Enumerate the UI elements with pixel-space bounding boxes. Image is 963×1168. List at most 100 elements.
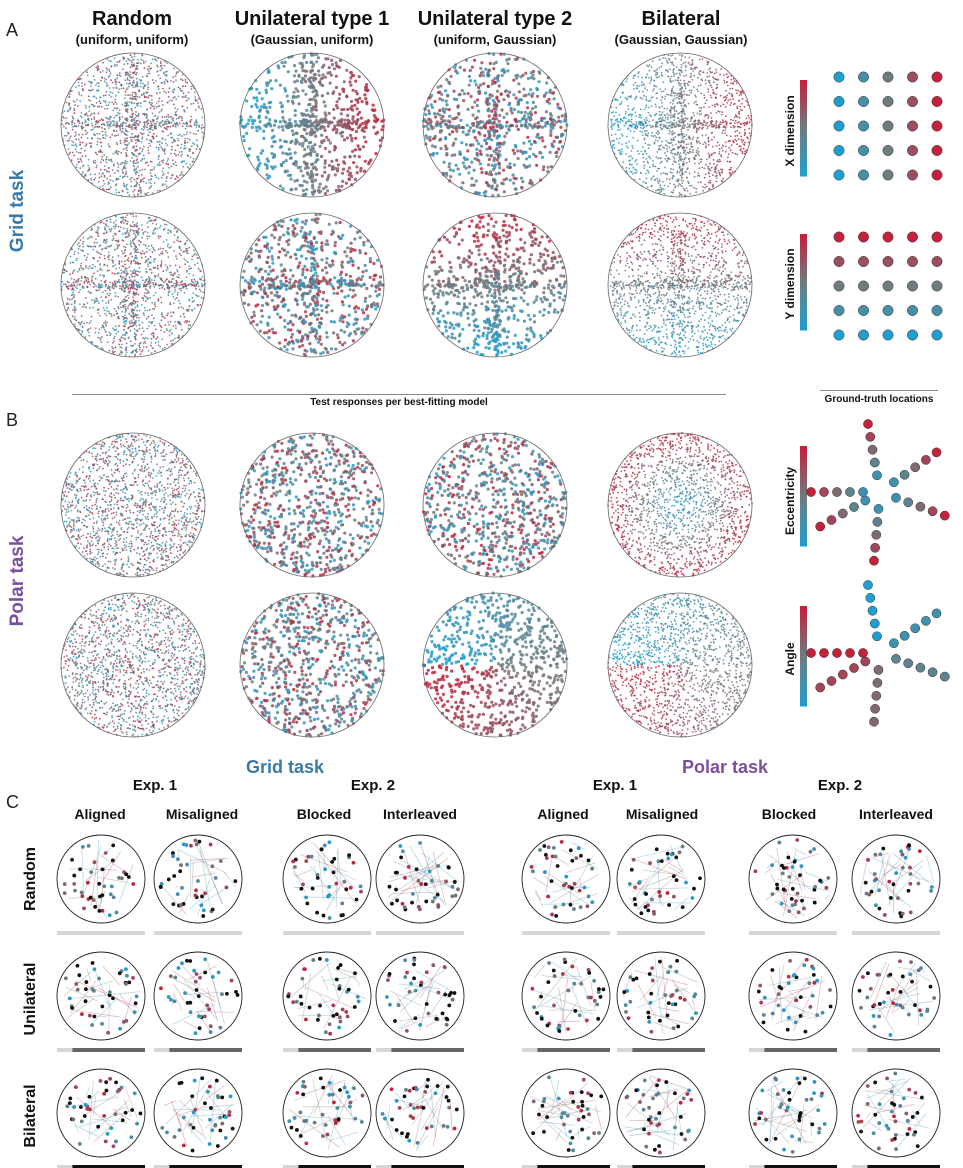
scatter-point: [85, 112, 88, 115]
scatter-point: [98, 105, 101, 108]
scatter-point: [722, 144, 724, 147]
scatter-point: [649, 124, 651, 127]
scatter-point: [460, 141, 464, 145]
scatter-point: [557, 147, 561, 151]
scatter-point: [262, 129, 266, 133]
scatter-point: [735, 139, 738, 142]
scatter-point: [708, 75, 711, 77]
scatter-point: [125, 152, 127, 154]
scatter-point: [666, 118, 669, 121]
scatter-point: [64, 122, 67, 125]
scatter-point: [249, 115, 253, 119]
scatter-point: [156, 66, 159, 68]
scatter-point: [514, 120, 518, 124]
scatter-point: [172, 339, 174, 341]
scatter-point: [286, 173, 291, 177]
scatter-point: [165, 142, 167, 145]
scatter-point: [120, 347, 123, 349]
scatter-point: [259, 151, 263, 155]
scatter-point: [173, 96, 176, 98]
scatter-point: [142, 60, 145, 62]
scatter-point: [695, 131, 698, 134]
scatter-point: [157, 300, 160, 302]
scatter-point: [493, 180, 497, 184]
scatter-point: [354, 129, 359, 134]
scatter-point: [646, 160, 649, 163]
scatter-point: [700, 160, 702, 163]
scatter-point: [142, 180, 145, 183]
scatter-point: [651, 60, 654, 63]
scatter-point: [327, 163, 332, 168]
scatter-point: [293, 109, 297, 113]
scatter-point: [266, 81, 271, 85]
scatter-point: [184, 147, 187, 150]
scatter-point: [670, 141, 673, 144]
scatter-point: [93, 178, 95, 181]
scatter-point: [119, 127, 121, 130]
scatter-point: [718, 151, 721, 153]
scatter-point: [80, 280, 83, 282]
scatter-point: [81, 155, 84, 158]
scatter-point: [189, 131, 192, 134]
scatter-point: [697, 147, 699, 150]
scatter-point: [88, 105, 91, 108]
scatter-point: [365, 102, 369, 106]
scatter-point: [128, 101, 131, 103]
scatter-point: [124, 110, 127, 112]
scatter-point: [663, 98, 666, 100]
scatter-point: [98, 100, 101, 103]
scatter-point: [697, 76, 699, 79]
scatter-point: [551, 91, 555, 95]
scatter-point: [626, 146, 629, 149]
scatter-point: [722, 120, 725, 123]
scatter-point: [451, 169, 455, 173]
scatter-point: [323, 165, 327, 169]
scatter-point: [320, 125, 324, 129]
scatter-point: [147, 70, 150, 72]
scatter-point: [106, 121, 108, 124]
scatter-point: [634, 172, 636, 175]
scatter-point: [112, 87, 115, 89]
scatter-point: [105, 158, 108, 161]
scatter-point: [682, 132, 685, 135]
scatter-point: [655, 156, 658, 159]
scatter-point: [499, 125, 503, 129]
scatter-point: [619, 151, 621, 154]
scatter-point: [294, 187, 298, 191]
scatter-point: [645, 125, 648, 127]
scatter-point: [75, 138, 78, 141]
scatter-point: [728, 92, 731, 95]
scatter-point: [699, 70, 701, 73]
scatter-point: [164, 78, 167, 81]
scatter-point: [99, 338, 102, 341]
scatter-point: [148, 131, 151, 134]
scatter-point: [690, 89, 693, 92]
scatter-point: [718, 171, 721, 174]
scatter-point: [433, 145, 437, 149]
scatter-point: [649, 157, 652, 160]
scatter-point: [132, 162, 135, 165]
scatter-point: [97, 82, 100, 84]
scatter-point: [320, 141, 324, 145]
scatter-point: [284, 89, 288, 93]
scatter-point: [122, 182, 125, 185]
scatter-point: [648, 166, 651, 169]
scatter-point: [307, 141, 311, 145]
scatter-point: [138, 90, 141, 93]
scatter-point: [147, 72, 150, 75]
scatter-point: [692, 111, 695, 114]
scatter-point: [132, 160, 135, 163]
scatter-point: [732, 119, 735, 122]
scatter-point: [629, 96, 631, 98]
scatter-point: [497, 171, 501, 175]
scatter-point: [131, 56, 133, 59]
scatter-point: [525, 126, 530, 130]
scatter-point: [671, 144, 674, 147]
scatter-point: [680, 58, 683, 61]
scatter-point: [350, 136, 354, 140]
scatter-point: [73, 109, 76, 112]
scatter-point: [733, 116, 736, 119]
scatter-point: [148, 181, 151, 184]
scatter-point: [690, 72, 692, 75]
scatter-point: [625, 122, 627, 125]
